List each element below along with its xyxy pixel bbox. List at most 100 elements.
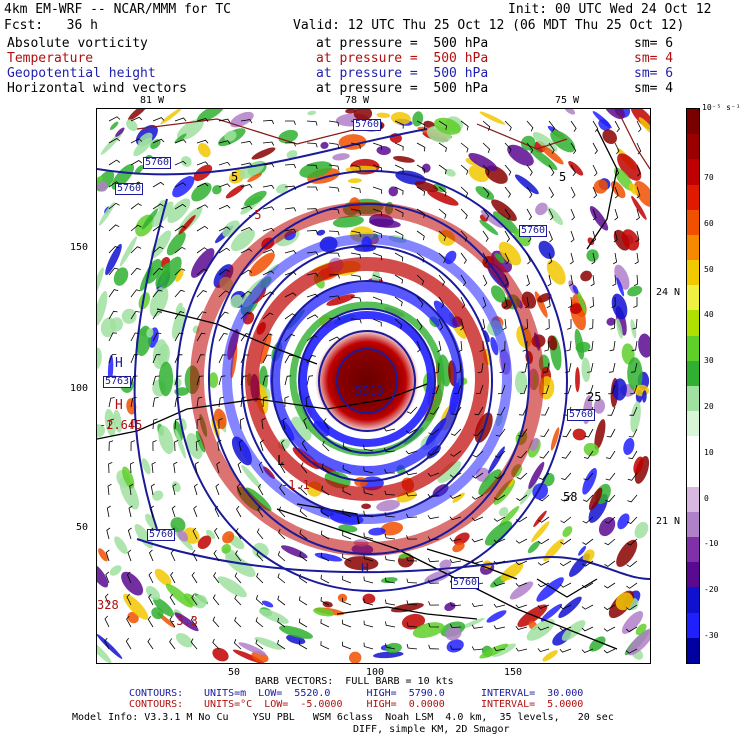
colorbar-tick-label: 30 [704, 356, 714, 366]
vorticity-patch [633, 456, 644, 475]
low-mark: L [277, 454, 285, 469]
wind-barb [581, 582, 594, 589]
vorticity-patch [528, 147, 558, 171]
wind-barb [471, 559, 484, 564]
colorbar-segment [687, 612, 699, 639]
wind-barb [214, 505, 220, 518]
vorticity-patch [97, 638, 112, 663]
wind-barb [196, 290, 208, 298]
colorbar-segment [687, 386, 699, 412]
wind-barb [394, 120, 404, 129]
wind-barb [108, 332, 117, 342]
wind-barb [604, 560, 616, 567]
vorticity-patch [586, 249, 599, 262]
wind-barb [582, 560, 594, 567]
wind-barb [320, 641, 330, 650]
wind-barb [262, 333, 273, 342]
wind-barb [603, 626, 616, 632]
vorticity-patch [582, 468, 597, 495]
wind-barb [406, 556, 418, 562]
wind-barb [363, 642, 374, 650]
wind-barb [342, 442, 352, 452]
wind-barb [328, 208, 340, 214]
wind-barb [125, 637, 132, 650]
wind-barb [609, 340, 616, 352]
wind-barb [636, 186, 641, 199]
vorticity-patch [316, 229, 326, 236]
wind-barb [496, 406, 506, 416]
colorbar [686, 108, 700, 664]
vorticity-patch [291, 416, 312, 441]
wind-barb [108, 267, 119, 276]
vorticity-patch [97, 267, 104, 300]
wind-barb [174, 139, 187, 144]
wind-barb [449, 516, 462, 521]
wind-barb [592, 208, 597, 221]
wind-barb [284, 313, 296, 320]
wind-barb [214, 527, 220, 540]
wind-barb [613, 230, 618, 243]
wind-barb [284, 271, 297, 276]
vorticity-patch [490, 336, 499, 356]
wind-barb [603, 604, 616, 611]
wind-barb [152, 225, 164, 232]
grid-x-tick-50: 50 [228, 667, 241, 678]
vorticity-patch [492, 643, 516, 657]
wind-barb [240, 248, 253, 254]
forecast-hour: Fcst: 36 h [4, 18, 98, 33]
wind-barb [128, 505, 133, 518]
wind-barb [474, 406, 484, 416]
colorbar-segment [687, 637, 699, 664]
vorticity-patch [240, 203, 256, 215]
field-level-height: at pressure = 500 hPa [316, 66, 489, 81]
vorticity-patch [507, 478, 515, 487]
wind-barb [592, 164, 598, 177]
vorticity-patch [445, 626, 462, 641]
wind-barb [350, 142, 361, 150]
wind-barb [108, 289, 119, 298]
wind-barb [328, 316, 341, 321]
wind-barb [284, 228, 297, 233]
wind-barb [278, 528, 286, 540]
wind-barb [582, 494, 594, 502]
wind-barb [394, 230, 404, 240]
wind-barb [169, 593, 176, 606]
wind-barb [537, 626, 550, 631]
wind-barb [405, 450, 418, 455]
wind-barb [416, 252, 425, 263]
wind-barb [614, 142, 620, 155]
vorticity-patch [332, 153, 350, 161]
wind-barb [342, 619, 352, 628]
wind-barb [108, 159, 121, 166]
wind-barb [322, 440, 330, 452]
wind-barb [196, 118, 209, 122]
colorbar-segment [687, 209, 699, 236]
vorticity-patch [536, 577, 564, 602]
wind-barb [385, 599, 396, 606]
vorticity-patch [589, 636, 606, 652]
wind-barb [427, 557, 440, 563]
wind-barb [258, 461, 264, 474]
wind-barb [589, 296, 594, 308]
wind-barb [526, 252, 531, 265]
wind-barb [633, 274, 639, 287]
wind-barb [548, 186, 554, 199]
wind-barb [635, 208, 640, 221]
storm-core [315, 329, 419, 433]
wind-barb [626, 582, 638, 589]
height-contour-info: UNITS=m LOW= 5520.0 HIGH= 5790.0 INTERVA… [204, 688, 584, 699]
wind-barb [416, 142, 426, 152]
wind-barb [584, 428, 594, 438]
wind-barb [472, 472, 484, 479]
vorticity-patch [241, 465, 262, 489]
wind-barb [383, 447, 396, 453]
vorticity-patch [332, 215, 364, 228]
wind-barb [306, 208, 318, 213]
wind-barb [561, 472, 572, 481]
vorticity-patch [614, 264, 630, 290]
vorticity-patch [245, 487, 272, 512]
vorticity-patch [572, 428, 587, 441]
wind-barb [570, 164, 576, 177]
wind-barb [504, 274, 509, 287]
vorticity-patch [509, 581, 534, 600]
